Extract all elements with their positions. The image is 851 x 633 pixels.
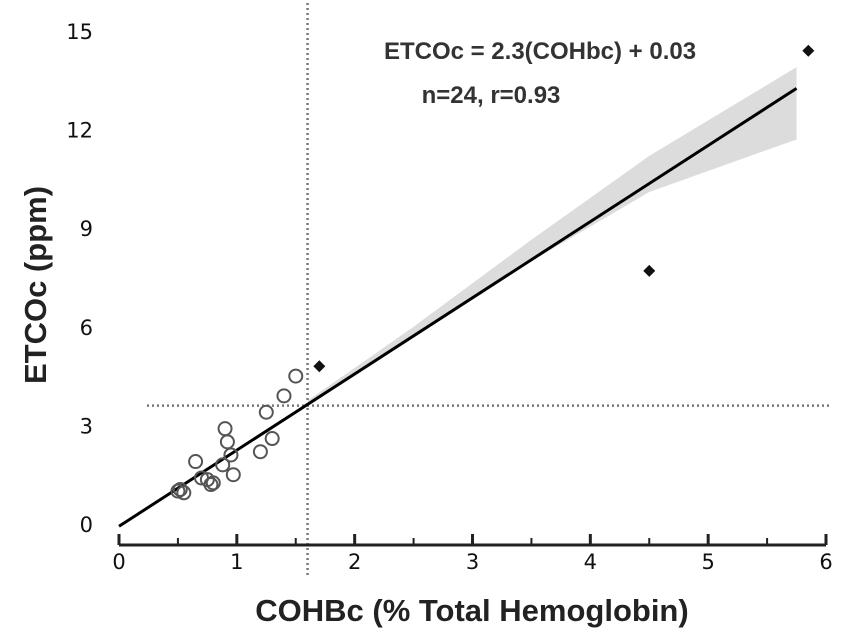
reference-lines-layer [147, 3, 830, 576]
data-point-circle [276, 388, 292, 404]
confidence-band-layer [307, 67, 797, 406]
x-tick-label: 0 [112, 550, 125, 574]
data-point-circle [258, 404, 274, 420]
x-tick-label: 5 [701, 550, 714, 574]
x-tick-label: 4 [584, 550, 597, 574]
data-point-circle [188, 454, 204, 470]
data-point-circle [170, 483, 186, 499]
regression-stats: n=24, r=0.93 [422, 82, 561, 109]
y-tick-label: 6 [80, 316, 93, 340]
data-point-circle [217, 421, 233, 437]
regression-line [118, 87, 798, 528]
y-axis-title: ETCOc (ppm) [18, 186, 53, 384]
data-point-circle [252, 444, 268, 460]
regression-equation: ETCOc = 2.3(COHbc) + 0.03 [384, 38, 696, 65]
y-tick-label: 9 [80, 217, 93, 241]
y-tick-label: 12 [66, 119, 93, 143]
x-tick-label: 2 [348, 550, 361, 574]
data-point-diamond [643, 264, 656, 277]
x-tick-label: 1 [230, 550, 243, 574]
data-point-circle [215, 457, 231, 473]
data-point-circle [223, 447, 239, 463]
x-tick-label: 6 [819, 550, 832, 574]
data-point-circle [225, 467, 241, 483]
data-point-circle [264, 431, 280, 447]
y-tick-label: 3 [80, 414, 93, 438]
data-point-circle [176, 485, 192, 501]
data-point-circle [288, 368, 304, 384]
y-tick-label: 15 [66, 20, 93, 44]
data-point-circle [205, 475, 221, 491]
data-point-diamond [802, 44, 815, 57]
x-tick-label: 3 [466, 550, 479, 574]
data-point-circle [203, 477, 219, 493]
data-points [170, 44, 815, 501]
data-point-circle [219, 434, 235, 450]
y-ticks: 0 3 6 9 12 15 [66, 20, 93, 537]
confidence-band [307, 67, 797, 406]
y-tick-label: 0 [80, 513, 93, 537]
regression-line-layer [118, 87, 798, 528]
x-ticks: 0 1 2 3 4 5 6 [112, 534, 833, 574]
data-point-circle [172, 481, 188, 497]
x-axis-title: COHBc (% Total Hemoglobin) [255, 593, 688, 628]
data-point-diamond [313, 360, 326, 373]
